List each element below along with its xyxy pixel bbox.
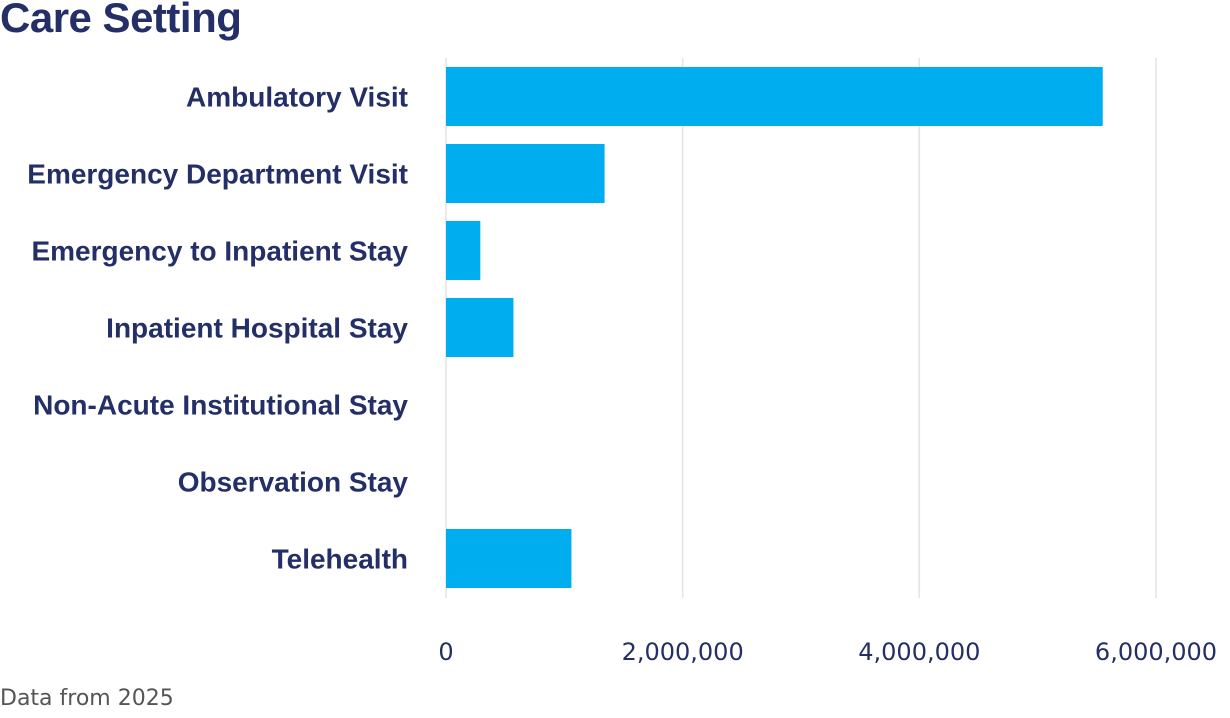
x-tick-label: 0 [438,638,453,666]
bar [446,298,514,357]
bars [446,67,1103,588]
category-label: Non-Acute Institutional Stay [33,390,408,421]
bar [446,144,605,203]
category-label: Emergency to Inpatient Stay [31,236,408,267]
category-label: Inpatient Hospital Stay [106,313,408,344]
x-tick-label: 2,000,000 [622,638,744,666]
chart-title: Care Setting [0,0,242,41]
category-label: Emergency Department Visit [27,159,408,190]
x-tick-labels: 0 2,000,000 4,000,000 6,000,000 [438,638,1217,666]
bar [446,529,572,588]
category-label: Observation Stay [178,467,409,498]
x-tick-label: 4,000,000 [858,638,980,666]
bar [446,67,1103,126]
bar [446,221,481,280]
category-label: Ambulatory Visit [186,82,408,113]
grid-lines [445,58,1157,598]
category-label: Telehealth [272,544,408,575]
x-tick-label: 6,000,000 [1095,638,1217,666]
category-labels: Ambulatory Visit Emergency Department Vis… [27,82,408,575]
source-note: Data from 2025 [0,686,174,711]
